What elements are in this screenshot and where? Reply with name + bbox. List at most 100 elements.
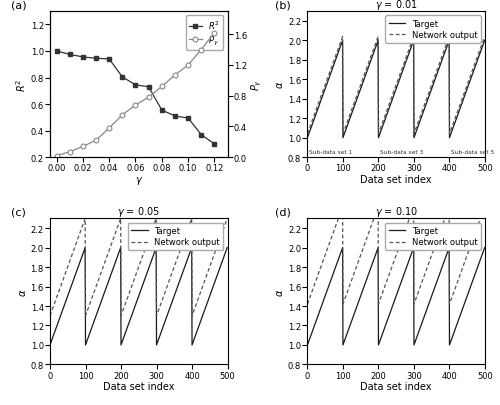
$R^2$ [120,75,126,80]
$R^2$ [146,85,152,90]
Target [390,96,396,100]
Network output [192,304,198,309]
Target [340,39,345,44]
Target [450,126,456,131]
Target [389,99,395,104]
Network output [132,273,138,278]
Text: Sub-data set 1: Sub-data set 1 [308,150,352,155]
Line: $R^2$: $R^2$ [54,49,217,147]
Network output [390,92,396,97]
Network output [450,122,456,127]
Target [47,343,53,347]
Network output [410,206,416,211]
Line: Network output: Network output [308,37,484,134]
$P_\gamma$ [93,139,99,143]
Network output [47,313,53,318]
Target [304,136,310,141]
Text: (b): (b) [276,1,291,11]
Target [132,303,138,307]
Network output [482,35,488,40]
$P_\gamma$ [212,31,218,36]
Line: Target: Target [50,248,227,345]
$R^2$ [106,58,112,62]
Network output [220,227,226,232]
Y-axis label: $R^2$: $R^2$ [14,79,28,92]
Target [304,343,310,347]
Y-axis label: $\alpha$: $\alpha$ [18,288,28,296]
$P_\gamma$ [106,126,112,131]
Text: (a): (a) [11,1,26,11]
Target [400,273,406,278]
Target [478,256,484,261]
Network output [224,216,230,221]
$R^2$ [66,53,72,58]
Network output [132,276,138,281]
Network output [390,262,396,266]
Network output [143,244,149,249]
Network output [400,232,406,237]
Network output [82,216,88,221]
Target [400,66,406,71]
$R^2$ [132,83,138,88]
Network output [304,302,310,307]
Target [220,256,226,261]
Target [390,303,396,307]
$R^2$ [54,49,60,54]
Y-axis label: $P_\gamma$: $P_\gamma$ [250,79,264,91]
Target [410,40,416,45]
$P_\gamma$ [185,63,191,68]
Line: Target: Target [308,41,484,139]
Y-axis label: $\alpha$: $\alpha$ [275,81,285,89]
Target [478,50,484,55]
Y-axis label: $\alpha$: $\alpha$ [275,288,285,296]
Target [410,247,416,252]
Text: (d): (d) [276,207,291,217]
Network output [340,205,345,210]
Target [482,39,488,44]
Line: $P_\gamma$: $P_\gamma$ [54,31,217,159]
Target [153,247,159,252]
Target [82,245,88,250]
$P_\gamma$ [159,85,165,90]
$R^2$ [80,55,86,60]
Target [143,273,149,278]
$P_\gamma$ [198,48,204,53]
Target [224,245,230,250]
Network output [450,292,456,297]
Target [389,305,395,310]
$P_\gamma$ [80,145,86,149]
$P_\gamma$ [54,154,60,159]
$P_\gamma$ [66,150,72,155]
$R^2$ [93,57,99,62]
$P_\gamma$ [172,73,178,78]
$R^2$ [159,108,165,113]
$P_\gamma$ [132,103,138,108]
Text: (c): (c) [11,207,26,217]
Target [192,333,198,338]
Network output [389,95,395,100]
$R^2$ [172,114,178,119]
Text: Sub-data set 3: Sub-data set 3 [380,150,423,155]
Legend: Target, Network output: Target, Network output [128,223,224,250]
$P_\gamma$ [146,96,152,100]
X-axis label: Data set index: Data set index [360,174,432,184]
X-axis label: Data set index: Data set index [103,381,174,391]
X-axis label: Data set index: Data set index [360,381,432,391]
Network output [340,35,345,40]
Legend: $R^2$, $P_\gamma$: $R^2$, $P_\gamma$ [186,16,224,51]
Network output [304,132,310,137]
Target [450,333,456,338]
$R^2$ [212,142,218,147]
$R^2$ [198,133,204,138]
Network output [482,205,488,210]
$P_\gamma$ [120,113,126,118]
Target [132,305,138,310]
Network output [410,36,416,41]
Network output [478,215,484,220]
Target [340,245,345,250]
Network output [153,217,159,222]
Legend: Target, Network output: Target, Network output [385,16,481,43]
Network output [400,62,406,67]
Network output [389,264,395,269]
Network output [478,46,484,51]
